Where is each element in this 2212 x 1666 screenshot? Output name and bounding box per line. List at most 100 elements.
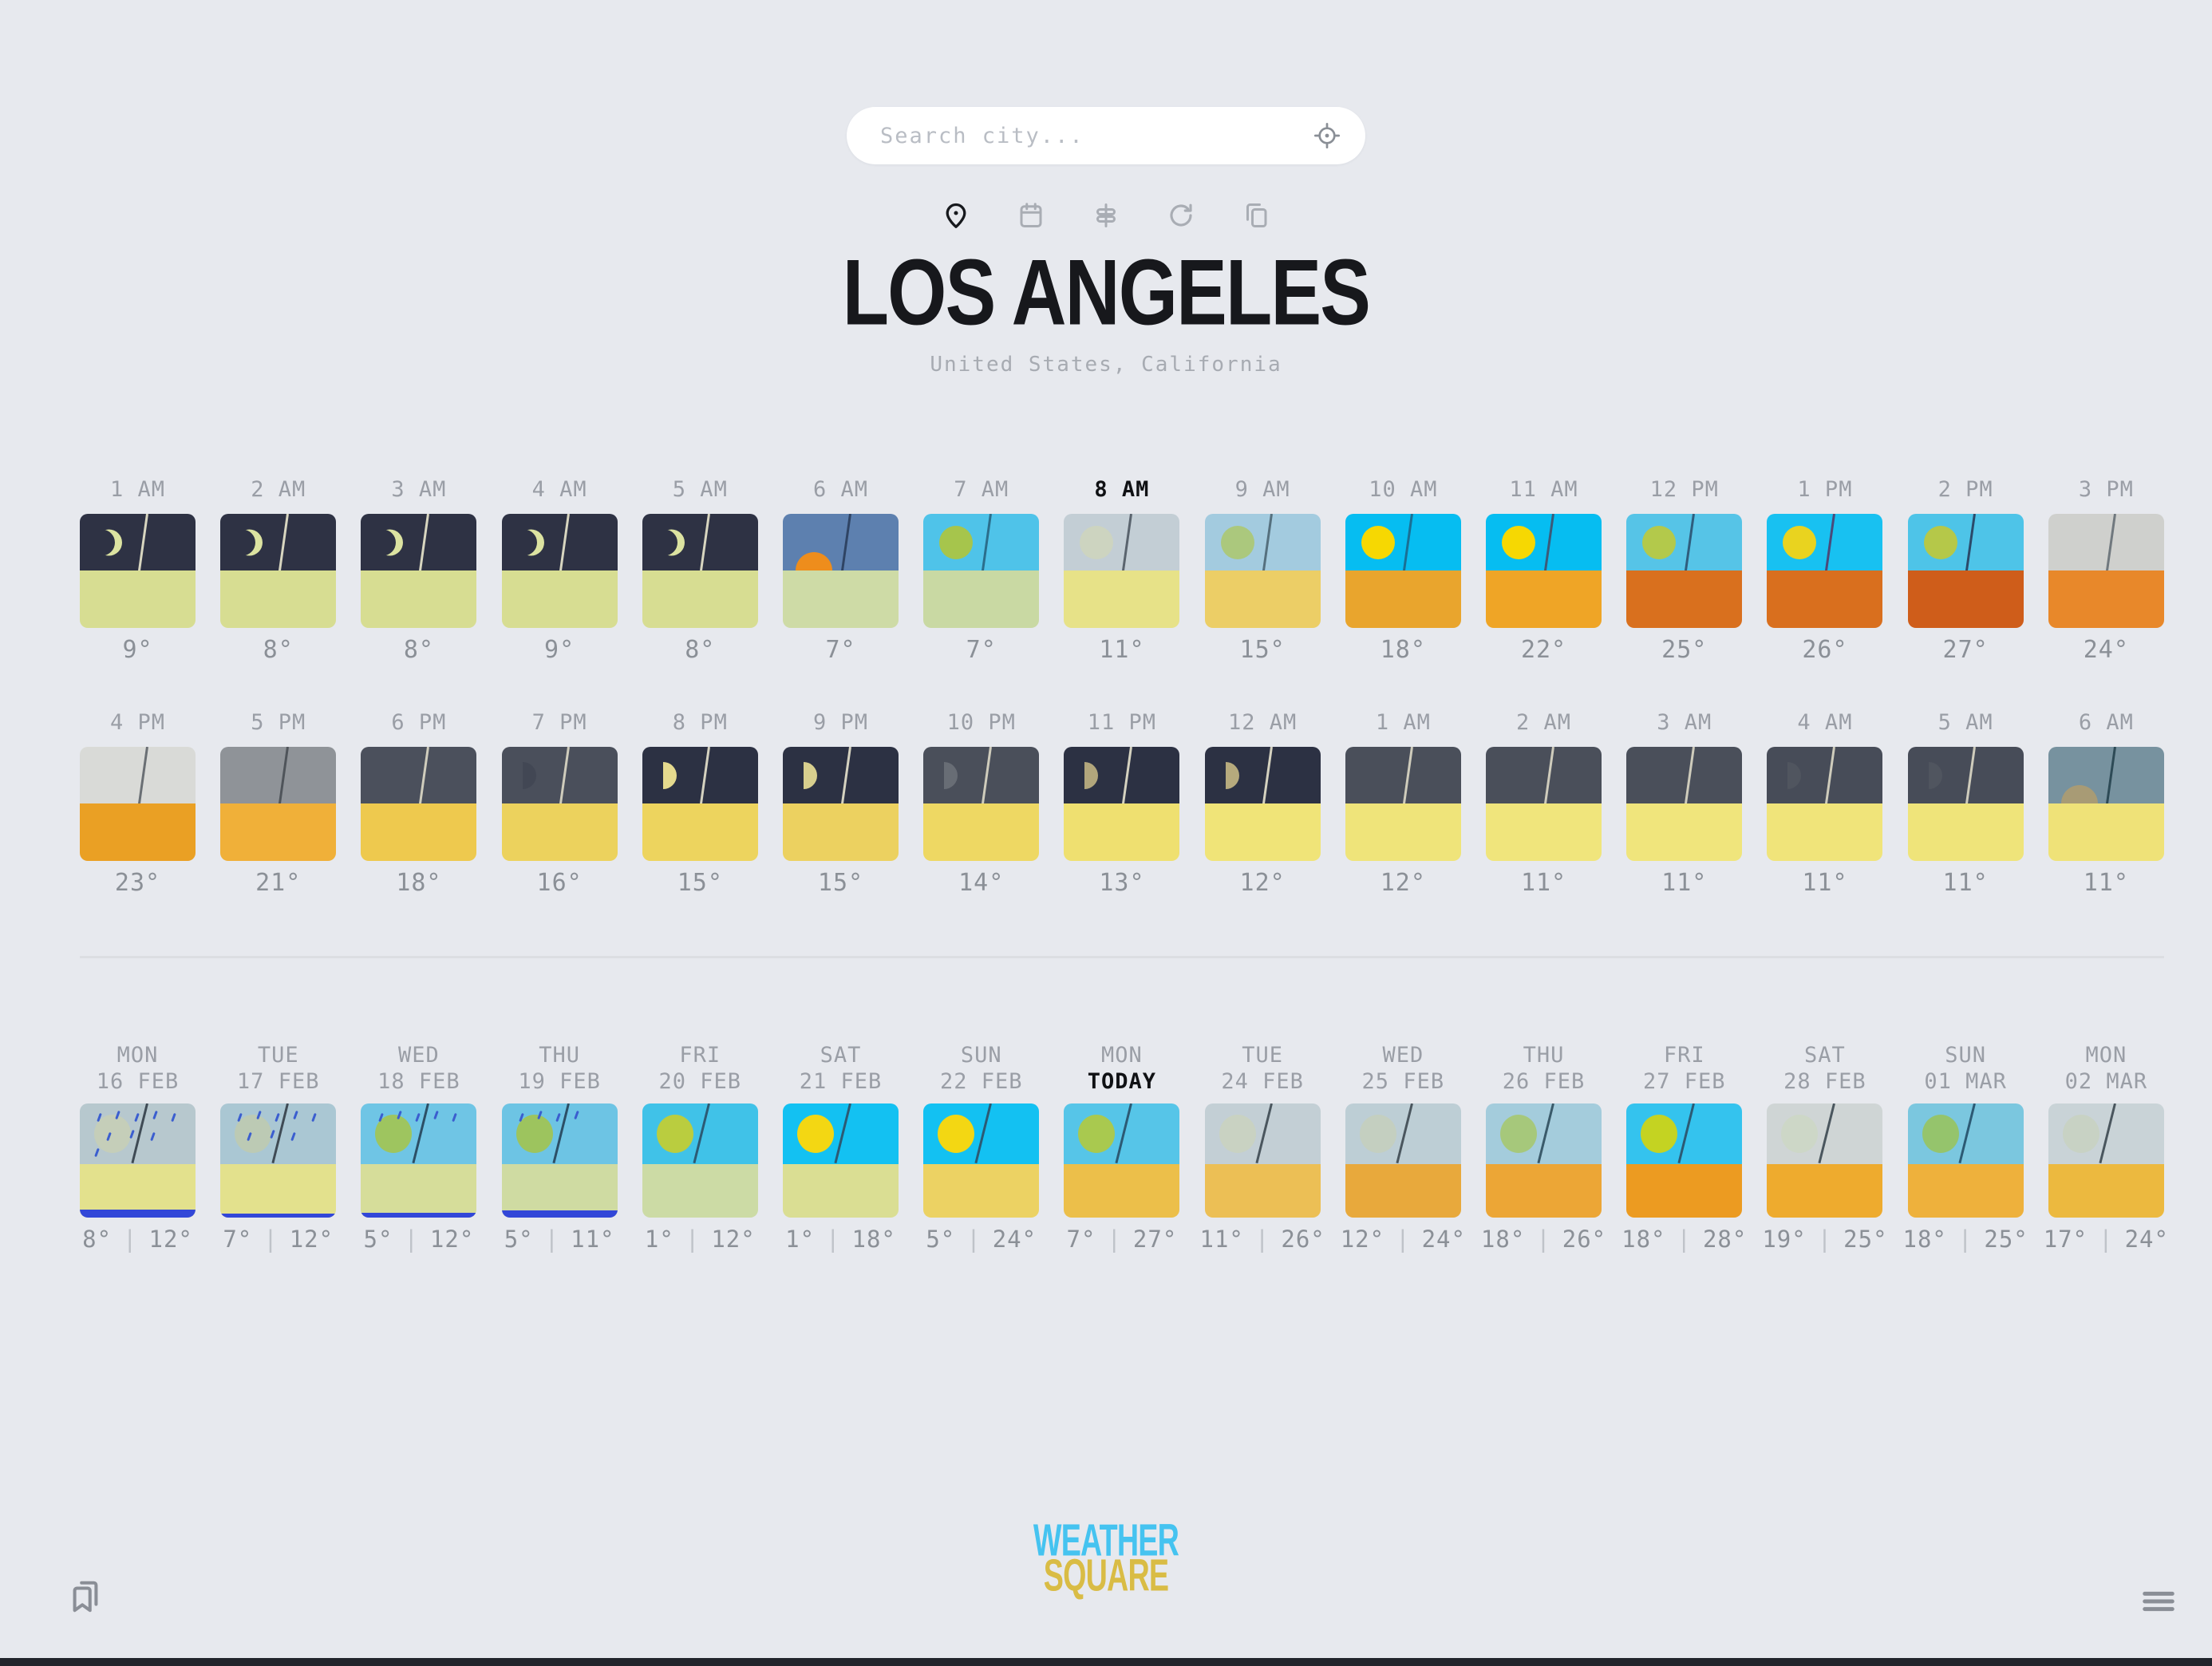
hour-tile[interactable] [1486,747,1602,861]
day-tile[interactable] [642,1103,758,1218]
hour-cell: 1 PM 26° [1767,477,1883,664]
tile-sky [1907,514,2024,571]
bookmarks-icon[interactable] [67,1578,104,1615]
hour-tile[interactable] [1767,747,1883,861]
day-tile[interactable] [783,1103,899,1218]
day-tile[interactable] [1486,1103,1602,1218]
day-tile[interactable] [220,1103,337,1218]
day-tile[interactable] [1907,1103,2024,1218]
tilt-line [1958,1103,1976,1163]
tilt-line [1543,514,1554,571]
hour-label: 11 PM [1087,710,1157,735]
hour-label: 12 AM [1227,710,1298,735]
hour-tile[interactable] [642,514,758,628]
tile-ground [642,570,758,628]
hour-tile[interactable] [501,747,618,861]
celestial [515,1115,553,1153]
tile-sky [501,747,618,804]
hour-tile[interactable] [1345,747,1461,861]
hour-label: 5 AM [1937,710,1993,735]
hour-temp: 11° [2083,869,2129,897]
day-cell: THU 26 FEB 18° | 26° [1481,1042,1606,1253]
hour-tile[interactable] [923,747,1040,861]
celestial [96,529,122,555]
copy-icon[interactable] [1242,201,1270,230]
hour-tile[interactable] [2048,514,2164,628]
day-minmax: 7° | 27° [1067,1226,1178,1253]
hour-cell: 4 AM 9° [501,477,618,664]
tilt-line [559,747,570,804]
hour-tile[interactable] [783,514,899,628]
hour-cell: 10 AM 18° [1345,477,1461,664]
tile-sky [80,747,196,804]
day-tile[interactable] [80,1103,196,1218]
temp-low: 11° [1199,1226,1244,1253]
hour-tile[interactable] [783,747,899,861]
tile-ground [1345,570,1461,628]
hour-tile[interactable] [501,514,618,628]
refresh-icon[interactable] [1167,201,1195,230]
hour-tile[interactable] [642,747,758,861]
hour-label: 4 PM [109,710,166,735]
hour-tile[interactable] [1486,514,1602,628]
hour-cell: 3 AM 11° [1626,710,1743,897]
calendar-icon[interactable] [1017,201,1045,230]
tilt-line [2106,514,2116,571]
hour-tile[interactable] [361,747,477,861]
hour-tile[interactable] [1064,514,1180,628]
hour-tile[interactable] [1064,747,1180,861]
celestial [375,1115,413,1153]
hour-label: 7 PM [531,710,587,735]
bottom-edge-bar [0,1658,2212,1666]
hour-tile[interactable] [220,514,337,628]
hour-tile[interactable] [220,747,337,861]
day-cell: MON 02 MAR 17° | 24° [2044,1042,2168,1253]
locate-button[interactable] [1309,118,1345,153]
day-tile[interactable] [361,1103,477,1218]
day-tile[interactable] [1345,1103,1461,1218]
hour-tile[interactable] [1345,514,1461,628]
hour-tile[interactable] [1204,514,1321,628]
temp-separator: | [685,1226,701,1253]
signpost-icon[interactable] [1092,201,1120,230]
hour-tile[interactable] [2048,747,2164,861]
temp-separator: | [826,1226,841,1253]
celestial [1500,1115,1538,1153]
temp-high: 11° [571,1226,615,1253]
temp-separator: | [2099,1226,2114,1253]
hour-tile[interactable] [1907,747,2024,861]
hour-label: 6 AM [2078,710,2134,735]
day-tile[interactable] [923,1103,1040,1218]
tile-sky [361,747,477,804]
temp-low: 5° [363,1226,393,1253]
day-cell: SAT 21 FEB 1° | 18° [783,1042,899,1253]
hour-tile[interactable] [1626,747,1743,861]
location-pin-icon[interactable] [942,201,970,230]
tilt-line [1825,514,1835,571]
temp-low: 5° [504,1226,534,1253]
celestial [938,1115,975,1153]
hour-tile[interactable] [80,747,196,861]
hourly-row-1: 1 AM 9° 2 AM 8° 3 AM 8° [80,477,2164,664]
hour-tile[interactable] [1204,747,1321,861]
day-tile[interactable] [1204,1103,1321,1218]
hour-tile[interactable] [361,514,477,628]
day-cell: FRI 27 FEB 18° | 28° [1621,1042,1746,1253]
tile-ground [2048,803,2164,861]
hour-temp: 15° [1239,636,1286,664]
hour-tile[interactable] [1767,514,1883,628]
day-tile[interactable] [1064,1103,1180,1218]
search-input[interactable] [880,123,1309,148]
temp-separator: | [1396,1226,1411,1253]
hour-tile[interactable] [1907,514,2024,628]
day-tile[interactable] [1767,1103,1883,1218]
temp-high: 26° [1281,1226,1325,1253]
hour-tile[interactable] [923,514,1040,628]
day-tile[interactable] [2048,1103,2164,1218]
day-tile[interactable] [501,1103,618,1218]
hour-tile[interactable] [1626,514,1743,628]
hour-tile[interactable] [80,514,196,628]
hour-cell: 4 AM 11° [1767,710,1883,897]
day-tile[interactable] [1626,1103,1743,1218]
menu-icon[interactable] [2140,1583,2177,1620]
